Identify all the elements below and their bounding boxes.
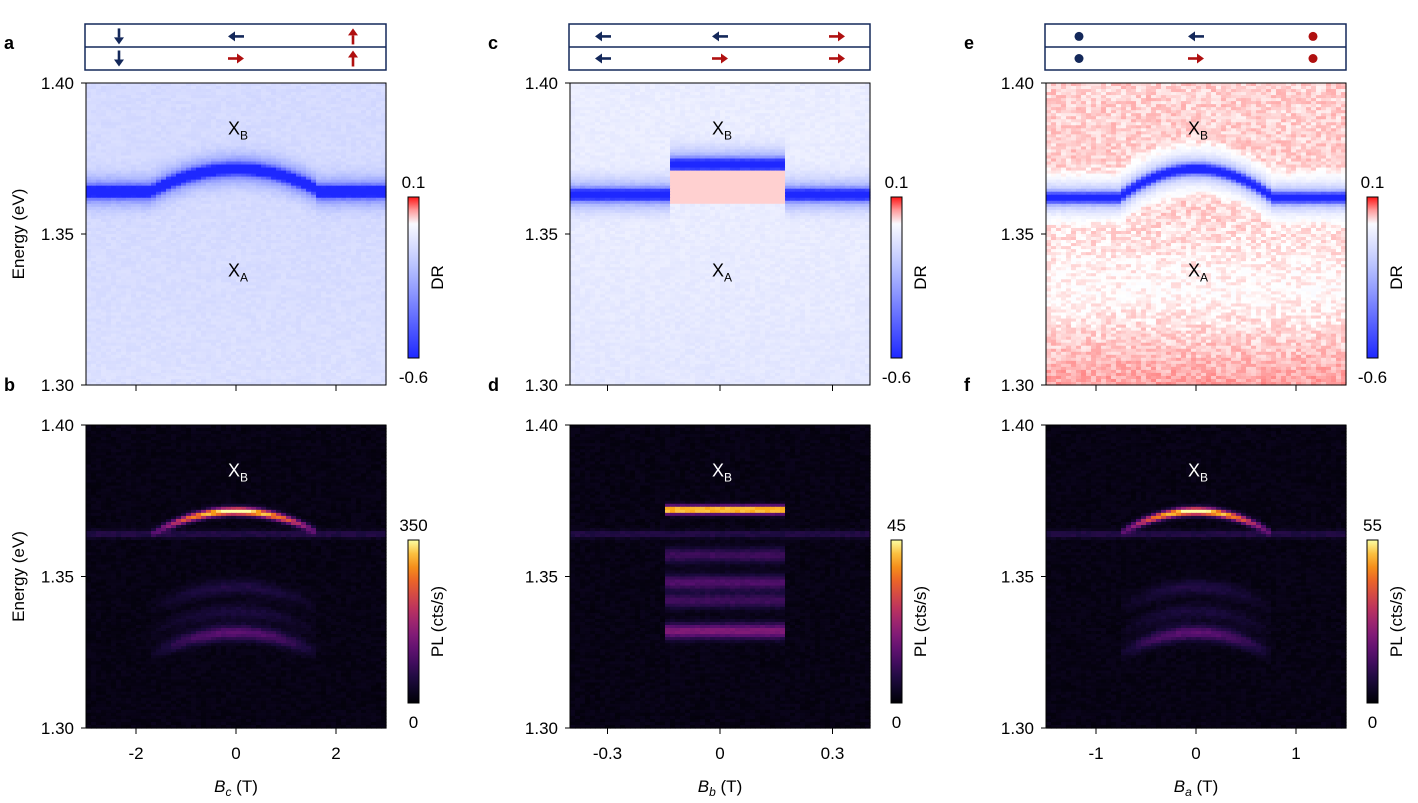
x-tick-label: -2	[128, 744, 143, 763]
x-axis-label: Bc (T)	[214, 777, 258, 799]
y-tick-label: 1.30	[1001, 719, 1034, 738]
y-tick-label: 1.30	[1001, 376, 1034, 395]
y-tick-label: 1.35	[41, 225, 74, 244]
colorbar-f	[1367, 540, 1378, 703]
y-tick-label: 1.40	[41, 416, 74, 435]
x-tick-label: -1	[1088, 744, 1103, 763]
colorbar-label: PL (cts/s)	[1387, 586, 1406, 657]
panel-letter-b: b	[4, 375, 15, 395]
y-tick-label: 1.30	[525, 376, 558, 395]
x-axis-label: Bb (T)	[698, 777, 742, 799]
y-tick-label: 1.30	[41, 719, 74, 738]
x-tick-label: -0.3	[593, 744, 622, 763]
colorbar-max: 0.1	[402, 173, 426, 192]
spin-dot-icon	[1309, 32, 1318, 41]
colorbar-b	[408, 540, 419, 703]
x-tick-label: 0	[715, 744, 724, 763]
x-tick-label: 0	[1191, 744, 1200, 763]
colorbar-max: 45	[887, 516, 906, 535]
x-axis-label: Ba (T)	[1174, 777, 1218, 799]
panel-letter-c: c	[488, 33, 498, 53]
y-tick-label: 1.35	[525, 568, 558, 587]
colorbar-min: 0	[1368, 713, 1377, 732]
x-tick-label: 1	[1291, 744, 1300, 763]
panel-letter-d: d	[488, 375, 499, 395]
colorbar-c	[891, 197, 902, 358]
colorbar-max: 55	[1363, 516, 1382, 535]
colorbar-label: DR	[911, 265, 930, 290]
y-tick-label: 1.35	[525, 225, 558, 244]
colorbar-min: -0.6	[1358, 368, 1387, 387]
colorbar-label: PL (cts/s)	[428, 586, 447, 657]
y-tick-label: 1.40	[1001, 416, 1034, 435]
y-tick-label: 1.40	[525, 416, 558, 435]
colorbar-label: PL (cts/s)	[911, 586, 930, 657]
spin-dot-icon	[1309, 54, 1318, 63]
panel-letter-f: f	[964, 375, 971, 395]
y-tick-label: 1.30	[41, 376, 74, 395]
panel-letter-e: e	[964, 33, 974, 53]
colorbar-label: DR	[428, 265, 447, 290]
colorbar-label: DR	[1387, 265, 1406, 290]
y-axis-label: Energy (eV)	[9, 531, 28, 622]
spin-dot-icon	[1075, 54, 1084, 63]
colorbar-max: 0.1	[1361, 173, 1385, 192]
colorbar-d	[891, 540, 902, 703]
colorbar-min: 0	[409, 713, 418, 732]
colorbar-e	[1367, 197, 1378, 358]
x-tick-label: 0	[231, 744, 240, 763]
y-tick-label: 1.40	[525, 74, 558, 93]
panel-letter-a: a	[4, 33, 15, 53]
colorbar-max: 0.1	[885, 173, 909, 192]
y-tick-label: 1.40	[1001, 74, 1034, 93]
x-tick-label: 0.3	[821, 744, 845, 763]
colorbar-max: 350	[399, 516, 427, 535]
colorbar-min: -0.6	[882, 368, 911, 387]
colorbar-a	[408, 197, 419, 358]
y-tick-label: 1.40	[41, 74, 74, 93]
x-tick-label: 2	[331, 744, 340, 763]
colorbar-min: -0.6	[399, 368, 428, 387]
y-axis-label: Energy (eV)	[9, 189, 28, 280]
y-tick-label: 1.35	[1001, 225, 1034, 244]
y-tick-label: 1.35	[1001, 568, 1034, 587]
spin-dot-icon	[1075, 32, 1084, 41]
y-tick-label: 1.35	[41, 568, 74, 587]
colorbar-min: 0	[892, 713, 901, 732]
y-tick-label: 1.30	[525, 719, 558, 738]
